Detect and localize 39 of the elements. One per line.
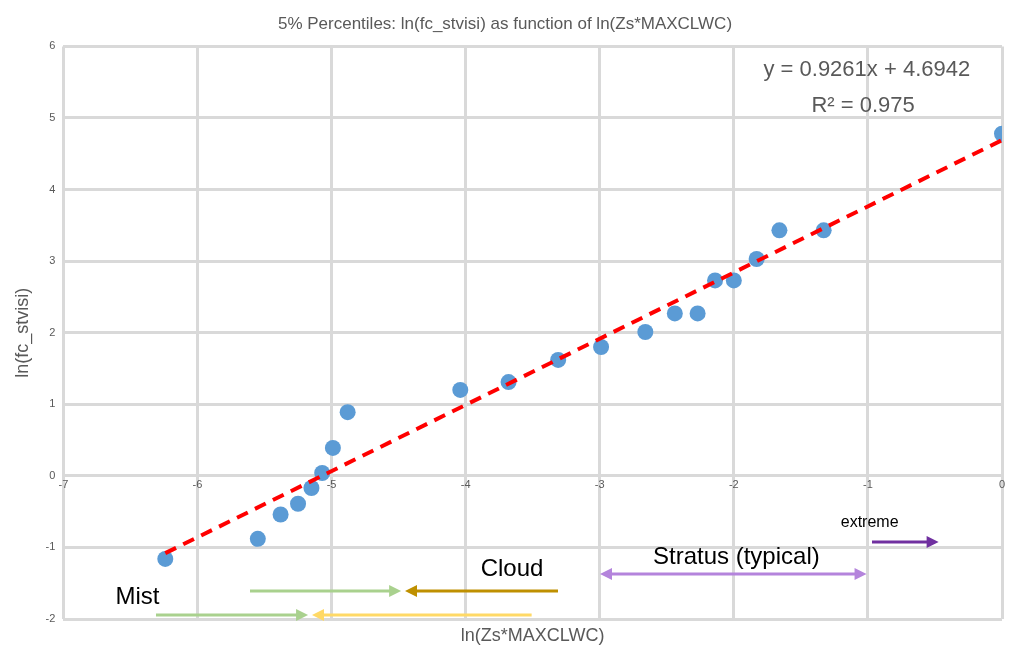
chart-title: 5% Percentiles: ln(fc_stvisi) as function of ln(Zs*MAXCLWC) — [277, 13, 733, 33]
point — [157, 550, 174, 567]
point — [666, 305, 683, 322]
point — [452, 381, 469, 398]
annotation: Stratus (typical) — [653, 542, 820, 570]
x-tick-label: -5 — [326, 478, 337, 491]
x-axis-title: ln(Zs*MAXCLWC) — [460, 624, 605, 645]
point — [593, 339, 610, 356]
point — [324, 439, 341, 456]
x-tick-label: -4 — [460, 478, 471, 491]
y-tick-label: -1 — [45, 540, 56, 553]
y-tick-label: 2 — [49, 325, 56, 338]
y-tick-label: 1 — [49, 397, 56, 410]
y-tick-label: 6 — [49, 39, 56, 52]
point — [249, 530, 266, 547]
x-tick-label: -6 — [192, 478, 203, 491]
point — [637, 323, 654, 340]
y-axis-title: ln(fc_stvisi) — [11, 287, 33, 378]
point — [272, 506, 289, 523]
x-tick-label: -2 — [728, 478, 739, 491]
point — [771, 222, 788, 239]
annotation: y = 0.9261x + 4.6942 — [763, 56, 971, 83]
annotation: extreme — [840, 512, 899, 531]
y-tick-label: 0 — [49, 468, 56, 481]
point — [339, 404, 356, 421]
point — [725, 272, 742, 289]
point — [689, 305, 706, 322]
x-tick-label: 0 — [998, 478, 1006, 491]
x-tick-label: -7 — [58, 478, 69, 491]
y-tick-label: 4 — [49, 182, 56, 195]
point — [290, 495, 307, 512]
y-tick-label: 3 — [49, 254, 56, 267]
x-tick-label: -3 — [594, 478, 605, 491]
annotation: R² = 0.975 — [811, 92, 915, 119]
y-tick-label: -2 — [45, 612, 56, 625]
x-tick-label: -1 — [863, 478, 873, 491]
annotation: Mist — [115, 582, 160, 611]
annotation: Cloud — [480, 554, 544, 583]
y-tick-label: 5 — [49, 111, 56, 124]
